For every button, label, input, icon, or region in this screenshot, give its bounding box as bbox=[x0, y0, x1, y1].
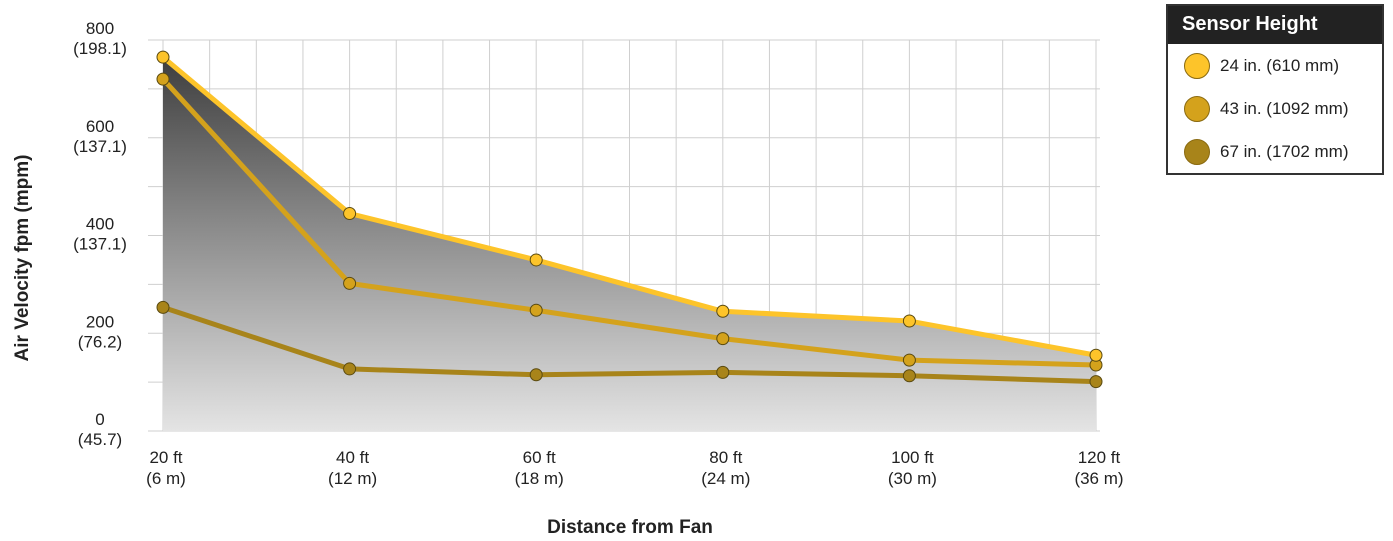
x-tick-label: 20 ft bbox=[149, 448, 182, 467]
x-tick-label: 40 ft bbox=[336, 448, 369, 467]
x-tick-label: 60 ft bbox=[523, 448, 556, 467]
legend-swatch-circle-icon bbox=[1184, 52, 1210, 79]
area-fill bbox=[163, 57, 1096, 431]
data-point-s2-4 bbox=[902, 369, 916, 383]
y-axis-title: Air Velocity fpm (mpm) bbox=[12, 155, 33, 362]
legend-label: 43 in. (1092 mm) bbox=[1220, 98, 1349, 118]
y-tick-label: 400 bbox=[86, 215, 114, 234]
x-tick-sublabel: (30 m) bbox=[888, 469, 937, 488]
x-tick-label: 120 ft bbox=[1078, 448, 1121, 467]
data-point-s0-0 bbox=[156, 50, 170, 64]
x-tick-sublabel: (6 m) bbox=[146, 469, 186, 488]
x-tick-sublabel: (24 m) bbox=[701, 469, 750, 488]
data-point-s0-1 bbox=[343, 207, 357, 221]
data-point-s1-1 bbox=[343, 276, 357, 290]
x-tick-sublabel: (36 m) bbox=[1074, 469, 1123, 488]
data-point-s2-5 bbox=[1089, 375, 1103, 389]
data-point-s0-4 bbox=[902, 314, 916, 328]
y-tick-label: 800 bbox=[86, 19, 114, 38]
series-line-1 bbox=[161, 77, 1097, 368]
y-tick-sublabel: (45.7) bbox=[78, 430, 122, 449]
data-point-s2-3 bbox=[716, 365, 730, 379]
y-tick-sublabel: (76.2) bbox=[78, 332, 122, 351]
data-point-s1-3 bbox=[716, 332, 730, 346]
data-point-s2-1 bbox=[343, 362, 357, 376]
data-point-s2-2 bbox=[529, 368, 543, 382]
data-point-s0-5 bbox=[1089, 348, 1103, 362]
legend-label: 67 in. (1702 mm) bbox=[1220, 141, 1349, 161]
legend-item-67in: 67 in. (1702 mm) bbox=[1168, 130, 1382, 173]
x-tick-sublabel: (12 m) bbox=[328, 469, 377, 488]
x-tick-label: 80 ft bbox=[709, 448, 742, 467]
y-tick-label: 0 bbox=[95, 410, 104, 429]
legend-item-43in: 43 in. (1092 mm) bbox=[1168, 87, 1382, 130]
series-lines bbox=[161, 55, 1097, 385]
legend-title: Sensor Height bbox=[1168, 6, 1382, 44]
data-point-s1-0 bbox=[156, 72, 170, 86]
y-tick-label: 200 bbox=[86, 312, 114, 331]
x-tick-labels: 20 ft (6 m) 40 ft (12 m) 60 ft (18 m) 80 ft (24… bbox=[146, 448, 1123, 488]
data-point-s1-2 bbox=[529, 303, 543, 317]
legend-swatch-circle-icon bbox=[1184, 95, 1210, 122]
legend-label: 24 in. (610 mm) bbox=[1220, 55, 1340, 75]
data-point-s0-3 bbox=[716, 304, 730, 318]
x-tick-sublabel: (18 m) bbox=[515, 469, 564, 488]
data-point-s1-4 bbox=[902, 353, 916, 367]
legend: Sensor Height 24 in. (610 mm) 43 in. (10… bbox=[1166, 4, 1384, 175]
series-line-2 bbox=[162, 304, 1097, 385]
y-tick-labels: 0(45.7)200(76.2)400(137.1)600(137.1)800(… bbox=[73, 19, 127, 449]
x-tick-label: 100 ft bbox=[891, 448, 934, 467]
y-tick-sublabel: (198.1) bbox=[73, 39, 127, 58]
y-tick-sublabel: (137.1) bbox=[73, 235, 127, 254]
series-points bbox=[156, 50, 1103, 389]
y-tick-sublabel: (137.1) bbox=[73, 137, 127, 156]
legend-swatch-circle-icon bbox=[1184, 138, 1210, 165]
x-axis-title: Distance from Fan bbox=[547, 517, 713, 538]
y-tick-label: 600 bbox=[86, 117, 114, 136]
data-point-s0-2 bbox=[529, 253, 543, 267]
series-line-0 bbox=[161, 55, 1097, 358]
legend-item-24in: 24 in. (610 mm) bbox=[1168, 44, 1382, 87]
data-point-s2-0 bbox=[156, 300, 170, 314]
